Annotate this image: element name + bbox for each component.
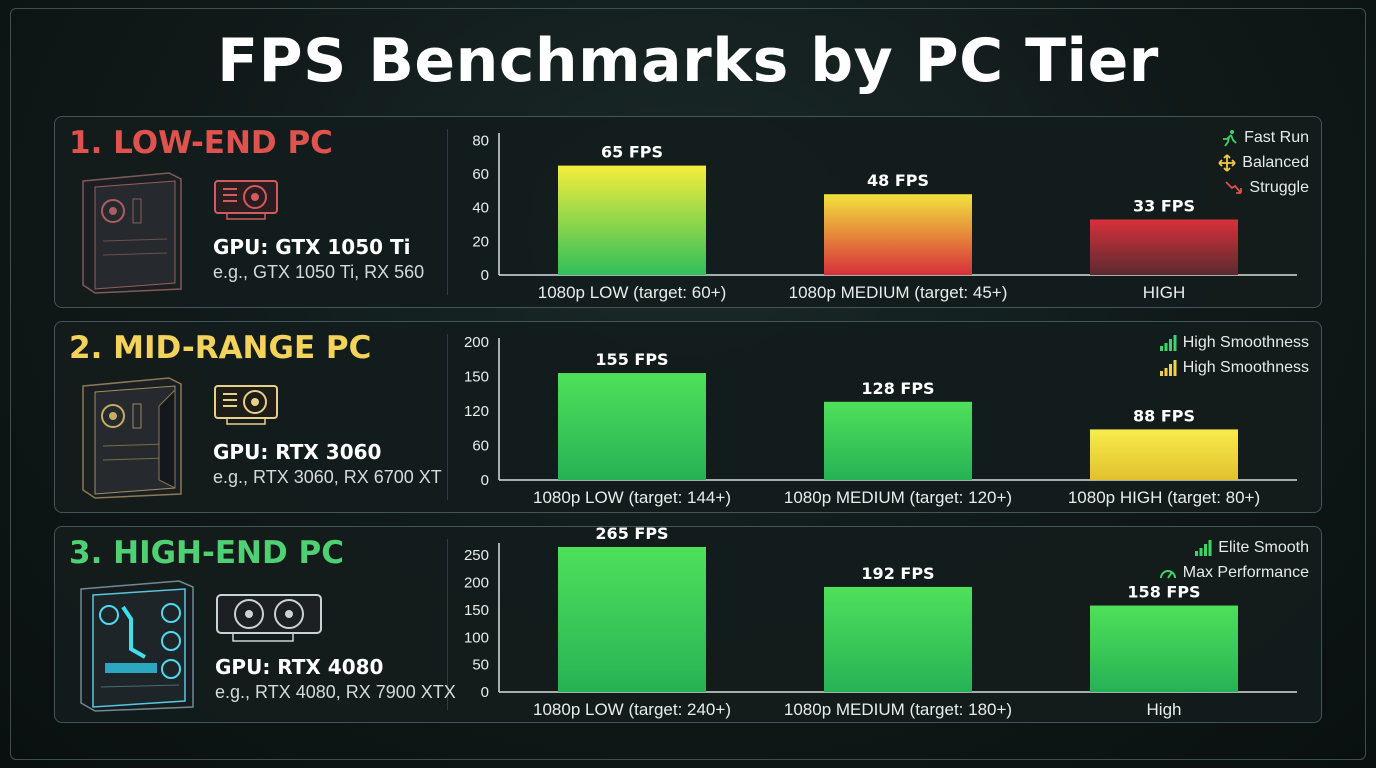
x-tick-label: 1080p HIGH (target: 80+) xyxy=(1068,488,1260,507)
data-label: 158 FPS xyxy=(1127,583,1200,602)
gpu-card-icon xyxy=(216,594,322,642)
legend-label: Fast Run xyxy=(1244,128,1309,146)
data-label: 33 FPS xyxy=(1133,196,1195,215)
x-tick-label: 1080p LOW (target: 144+) xyxy=(533,488,731,507)
data-label: 155 FPS xyxy=(595,350,668,369)
bar xyxy=(1090,219,1238,275)
bar xyxy=(824,586,972,692)
panel-divider xyxy=(447,129,448,295)
legend-label: High Smoothness xyxy=(1182,358,1309,376)
page-title: FPS Benchmarks by PC Tier xyxy=(217,26,1159,96)
panel-low-end: 1. LOW-END PC GPU: GTX 1050 Ti e.g., GTX… xyxy=(54,116,1322,308)
signal-bars-icon xyxy=(1159,334,1177,351)
pc-case-icon xyxy=(82,172,182,294)
legend-item: High Smoothness xyxy=(1159,330,1309,355)
legend-label: Elite Smooth xyxy=(1218,538,1309,556)
fps-chart-mid-range: 0 60 120 150 200 155 FPS 1080p LOW (target: 14… xyxy=(464,334,1297,507)
bar xyxy=(824,194,972,275)
bar xyxy=(1090,605,1238,692)
y-tick-label: 60 xyxy=(472,438,489,455)
y-tick-label: 60 xyxy=(472,166,489,183)
speedometer-icon xyxy=(1159,569,1176,579)
y-tick-label: 0 xyxy=(481,472,489,489)
y-tick-label: 200 xyxy=(464,334,489,351)
x-tick-label: 1080p MEDIUM (target: 45+) xyxy=(789,283,1008,302)
x-tick-label: 1080p MEDIUM (target: 180+) xyxy=(784,700,1012,719)
tier-heading: 2. MID-RANGE PC xyxy=(69,330,372,366)
data-label: 65 FPS xyxy=(601,143,663,162)
y-tick-label: 150 xyxy=(464,369,489,386)
bar xyxy=(558,373,706,480)
gpu-examples: e.g., GTX 1050 Ti, RX 560 xyxy=(213,262,425,282)
y-tick-label: 80 xyxy=(472,132,489,149)
pc-case-icon xyxy=(82,377,182,499)
bar xyxy=(1090,429,1238,480)
legend-item: Fast Run xyxy=(1218,125,1309,150)
gpu-card-icon xyxy=(214,385,278,425)
y-tick-label: 40 xyxy=(472,200,489,217)
running-person-icon xyxy=(1223,129,1237,147)
gpu-card-icon xyxy=(214,180,278,220)
y-tick-label: 250 xyxy=(464,547,489,564)
x-tick-label: HIGH xyxy=(1143,283,1186,302)
data-label: 192 FPS xyxy=(861,564,934,583)
panel-mid-range: 2. MID-RANGE PC GPU: RTX 3060 e.g., RTX … xyxy=(54,321,1322,513)
legend-item: Struggle xyxy=(1218,175,1309,200)
panel-divider xyxy=(447,539,448,710)
move-arrows-icon xyxy=(1218,153,1236,172)
tier-heading: 1. LOW-END PC xyxy=(69,125,333,161)
y-tick-label: 200 xyxy=(464,575,489,592)
legend-label: Struggle xyxy=(1249,178,1309,196)
x-tick-label: 1080p MEDIUM (target: 120+) xyxy=(784,488,1012,507)
y-tick-label: 50 xyxy=(472,657,489,674)
fps-chart-high-end: 0 50 100 150 200 250 265 FPS 1080p LOW (target:… xyxy=(464,527,1297,719)
data-label: 48 FPS xyxy=(867,171,929,190)
legend-item: High Smoothness xyxy=(1159,355,1309,380)
legend-item: Max Performance xyxy=(1159,560,1309,585)
legend-item: Elite Smooth xyxy=(1159,535,1309,560)
gpu-examples: e.g., RTX 4080, RX 7900 XTX xyxy=(215,682,456,702)
gpu-examples: e.g., RTX 3060, RX 6700 XT xyxy=(213,467,442,487)
y-tick-label: 0 xyxy=(481,684,489,701)
legend-label: Balanced xyxy=(1242,153,1309,171)
gpu-name: GPU: RTX 4080 xyxy=(215,655,384,679)
x-tick-label: 1080p LOW (target: 240+) xyxy=(533,700,731,719)
legend-label: High Smoothness xyxy=(1182,333,1309,351)
pc-case-icon xyxy=(80,580,194,712)
data-label: 265 FPS xyxy=(595,527,668,543)
data-label: 88 FPS xyxy=(1133,406,1195,425)
legend: Fast Run Balanced Struggle xyxy=(1218,125,1309,200)
legend: Elite Smooth Max Performance xyxy=(1159,535,1309,585)
legend: High Smoothness High Smoothness xyxy=(1159,330,1309,380)
panel-divider xyxy=(447,334,448,500)
y-tick-label: 20 xyxy=(472,233,489,250)
tier-heading: 3. HIGH-END PC xyxy=(69,535,344,571)
fps-chart-low-end: 0 20 40 60 80 65 FPS 1080p LOW (target: 60+) 48… xyxy=(472,132,1297,302)
y-tick-label: 150 xyxy=(464,602,489,619)
gpu-name: GPU: RTX 3060 xyxy=(213,440,382,464)
legend-label: Max Performance xyxy=(1182,563,1309,581)
trend-down-icon xyxy=(1225,180,1243,194)
bar xyxy=(558,547,706,692)
legend-item: Balanced xyxy=(1218,150,1309,175)
y-tick-label: 120 xyxy=(464,403,489,420)
bar xyxy=(824,401,972,480)
x-tick-label: 1080p LOW (target: 60+) xyxy=(538,283,727,302)
gpu-name: GPU: GTX 1050 Ti xyxy=(213,235,411,259)
signal-bars-icon xyxy=(1159,359,1177,376)
signal-bars-icon xyxy=(1195,539,1212,556)
panel-high-end: 3. HIGH-END PC GPU: RTX 4080 e.g., RTX 4… xyxy=(54,526,1322,723)
data-label: 128 FPS xyxy=(861,379,934,398)
y-tick-label: 100 xyxy=(464,629,489,646)
bar xyxy=(558,165,706,275)
y-tick-label: 0 xyxy=(481,267,489,284)
x-tick-label: High xyxy=(1147,700,1182,719)
